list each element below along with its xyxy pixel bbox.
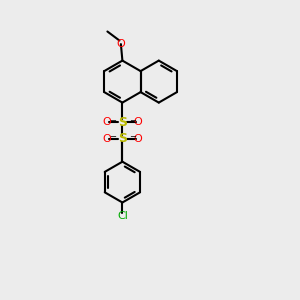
Text: O: O	[102, 117, 111, 127]
Text: O: O	[102, 134, 111, 144]
Text: =: =	[109, 117, 116, 126]
Text: Cl: Cl	[117, 211, 128, 221]
Text: O: O	[134, 117, 142, 127]
Text: =: =	[129, 117, 136, 126]
Text: =: =	[109, 134, 116, 142]
Text: O: O	[134, 134, 142, 144]
Text: S: S	[118, 116, 127, 129]
Text: =: =	[129, 134, 136, 142]
Text: O: O	[116, 39, 125, 49]
Text: S: S	[118, 132, 127, 145]
